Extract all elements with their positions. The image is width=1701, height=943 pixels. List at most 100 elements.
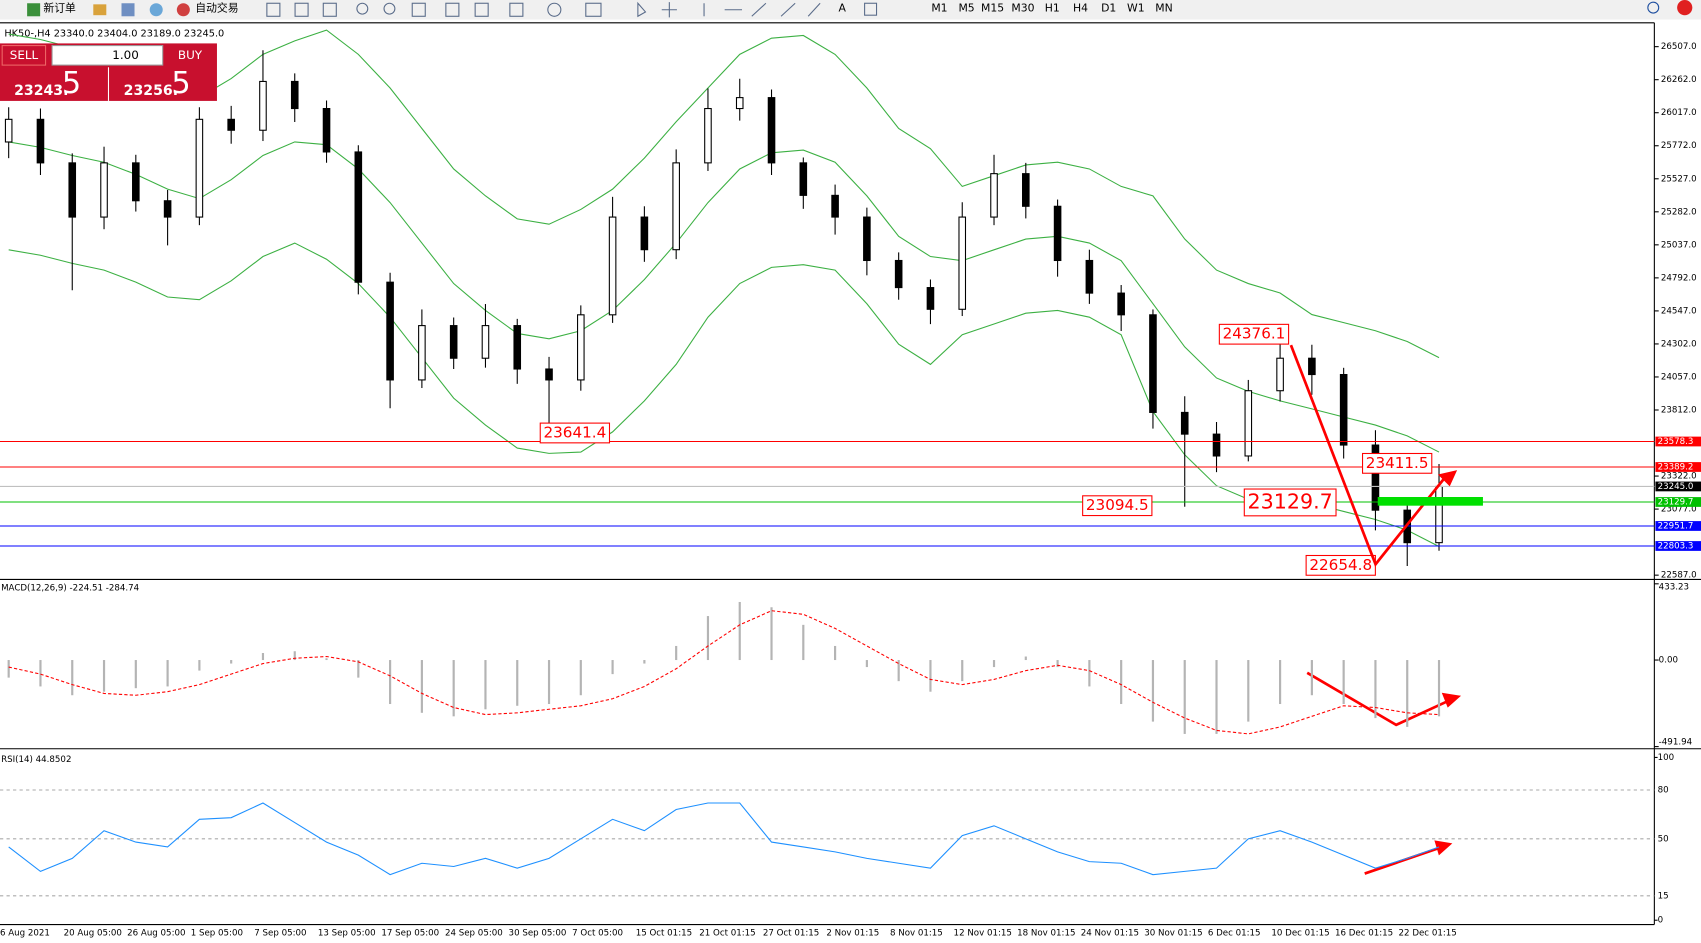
timeframe-button[interactable]: M1: [931, 2, 947, 15]
y-tick-label: 15: [1658, 891, 1669, 901]
x-tick-label: 6 Aug 2021: [0, 929, 50, 939]
candle-body: [672, 162, 680, 251]
macd-bar: [579, 660, 582, 696]
candle-body: [1371, 444, 1380, 511]
bollinger-band: [8, 29, 1440, 359]
candle-body: [1244, 390, 1253, 457]
sell-price[interactable]: 23243.: [14, 83, 68, 99]
sell-button[interactable]: [1, 45, 47, 66]
macd-bar: [484, 660, 487, 710]
icon[interactable]: [93, 4, 107, 16]
x-tick-label: 15 Oct 01:15: [636, 929, 692, 939]
macd-bar: [1088, 660, 1091, 687]
annotation: 23094.5: [1086, 496, 1149, 514]
timeframe-button[interactable]: W1: [1127, 2, 1145, 15]
candle-body: [735, 97, 744, 110]
x-tick-label: 21 Oct 01:15: [699, 929, 755, 939]
x-tick-label: 17 Sep 05:00: [381, 929, 439, 939]
icon[interactable]: [149, 3, 163, 17]
icon[interactable]: [27, 3, 41, 17]
text-tool[interactable]: A: [839, 2, 847, 15]
macd-bar: [992, 660, 996, 668]
price-level-label: 23245.0: [1658, 482, 1694, 492]
macd-bar: [39, 660, 42, 687]
macd-bar: [1024, 656, 1027, 661]
lots-input[interactable]: [51, 45, 164, 66]
x-tick-label: 30 Sep 05:00: [509, 929, 567, 939]
auto-trading-button[interactable]: 自动交易: [195, 1, 238, 15]
timeframe-button[interactable]: H4: [1073, 2, 1088, 15]
y-tick-label: 25527.0: [1661, 174, 1697, 184]
macd-bar: [166, 660, 169, 687]
price-level-tag: [1655, 541, 1701, 551]
x-tick-label: 13 Sep 05:00: [318, 929, 376, 939]
candle-body: [1085, 259, 1094, 294]
candle-body: [1308, 357, 1316, 376]
candle-body: [513, 325, 522, 370]
search-icon[interactable]: [1647, 1, 1660, 14]
icon[interactable]: [176, 3, 190, 17]
candle-body: [894, 259, 903, 289]
timeframe-button[interactable]: MN: [1155, 2, 1172, 15]
candle-body: [545, 368, 553, 381]
y-tick-label: 24302.0: [1661, 339, 1697, 349]
buy-price[interactable]: 23256.: [124, 83, 178, 99]
buy-pips[interactable]: 5: [171, 66, 190, 101]
macd-bar: [834, 645, 837, 661]
y-tick-label: 23322.0: [1661, 472, 1697, 482]
macd-bar: [357, 660, 360, 678]
macd-bar: [611, 660, 614, 675]
candle-body: [1149, 314, 1157, 413]
x-tick-label: 22 Dec 01:15: [1399, 929, 1457, 939]
notification-badge[interactable]: [1677, 0, 1693, 16]
x-tick-label: 30 Nov 01:15: [1144, 929, 1202, 939]
trend-arrow: [1306, 671, 1451, 727]
label-tool[interactable]: [864, 2, 878, 16]
macd-bar: [1151, 660, 1155, 722]
y-tick-label: 24057.0: [1661, 372, 1697, 382]
timeframe-button[interactable]: H1: [1045, 2, 1060, 15]
toolbar: 新订单 自动交易 A M1 M5 M15 M30 H1 H4 D1 W1 MN: [0, 0, 1701, 20]
timeframe-button[interactable]: M5: [958, 2, 974, 15]
toolbar-bg: [0, 0, 1701, 20]
candle-body: [1022, 173, 1030, 207]
macd-bar: [1406, 660, 1409, 727]
buy-label[interactable]: BUY: [178, 48, 203, 62]
macd-bar: [1215, 660, 1218, 734]
candle-body: [290, 80, 299, 110]
x-tick-label: 8 Nov 01:15: [890, 929, 943, 939]
macd-bar: [1183, 660, 1186, 734]
price-level-tag: [1655, 497, 1701, 507]
candle-body: [1053, 205, 1062, 262]
timeframe-button[interactable]: M30: [1011, 2, 1034, 15]
x-tick-label: 7 Oct 05:00: [572, 929, 623, 939]
new-order-button[interactable]: 新订单: [43, 1, 76, 15]
macd-bar: [961, 660, 964, 682]
price-level-tag: [1655, 521, 1701, 531]
price-level-label: 22803.3: [1658, 541, 1694, 551]
annotation-box: [1082, 495, 1153, 517]
y-tick-label: -491.94: [1659, 738, 1693, 748]
annotation: 23411.5: [1366, 454, 1429, 472]
price-level-tag: [1655, 462, 1701, 472]
macd-bar: [1120, 660, 1123, 705]
zone-marker: [1377, 497, 1483, 506]
x-tick-label: 7 Sep 05:00: [254, 929, 306, 939]
candle-body: [640, 216, 649, 251]
lots-value[interactable]: 1.00: [112, 48, 139, 62]
sell-pips[interactable]: 5: [62, 66, 81, 101]
candle-body: [354, 151, 363, 283]
timeframe-button[interactable]: D1: [1101, 2, 1116, 15]
candle-body: [1339, 373, 1348, 446]
x-tick-label: 18 Nov 01:15: [1017, 929, 1075, 939]
macd-bar: [770, 607, 773, 661]
price-level-label: 22951.7: [1658, 521, 1694, 531]
macd-bar: [198, 660, 201, 671]
icon[interactable]: [121, 3, 135, 17]
timeframe-button[interactable]: M15: [981, 2, 1004, 15]
annotation-box: [1243, 488, 1337, 517]
y-tick-label: 0: [1658, 916, 1664, 926]
macd-bar: [547, 660, 551, 705]
sell-label[interactable]: SELL: [10, 48, 39, 62]
candle-body: [386, 281, 394, 381]
